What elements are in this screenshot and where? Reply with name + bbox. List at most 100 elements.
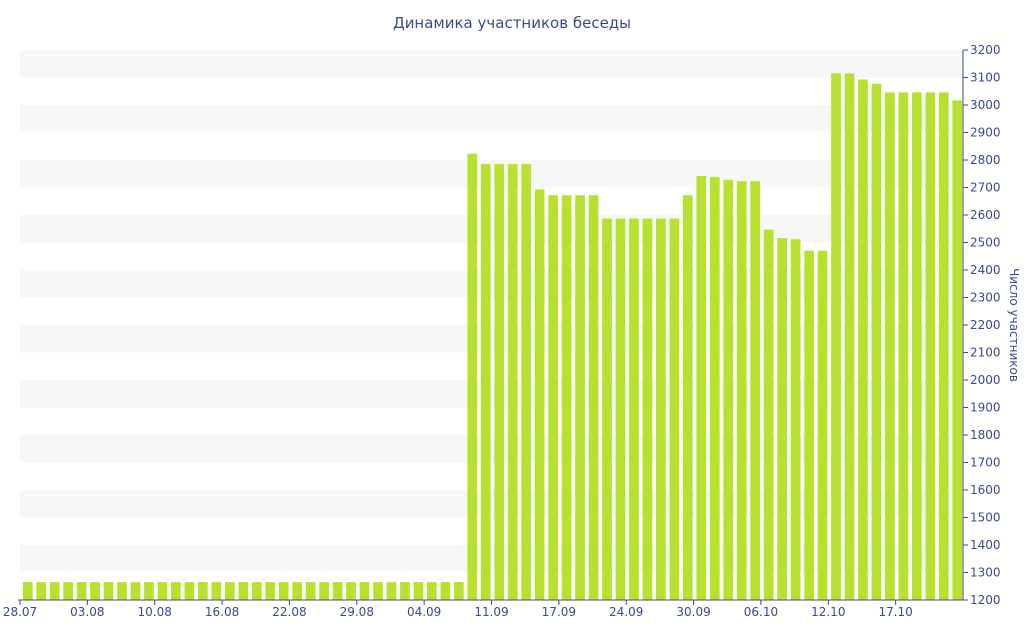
bar <box>656 218 666 600</box>
bar <box>238 582 249 600</box>
bar <box>682 195 693 600</box>
bar <box>898 92 909 600</box>
y-tick-label: 2000 <box>970 373 1001 387</box>
y-tick-label: 1300 <box>970 566 1001 580</box>
bar <box>938 92 949 600</box>
bar <box>251 582 262 600</box>
bar <box>831 73 841 600</box>
x-tick-label: 06.10 <box>744 605 778 619</box>
axes: 1200 1300 1400 1500 1600 1700 1800 1900 2000 2100… <box>3 43 1001 619</box>
grid-band <box>20 160 963 188</box>
y-tick-label: 2300 <box>970 291 1001 305</box>
bar <box>696 175 707 600</box>
bar <box>440 582 451 600</box>
bar <box>373 582 383 600</box>
bar <box>548 195 558 600</box>
x-tick-label: 22.08 <box>272 605 306 619</box>
x-tick-label: 28.07 <box>3 605 37 619</box>
bar <box>453 582 464 600</box>
y-tick-label: 2800 <box>970 153 1001 167</box>
bar <box>278 582 289 600</box>
y-tick-label: 1900 <box>970 401 1001 415</box>
bar <box>777 238 787 600</box>
y-tick-label: 2200 <box>970 318 1001 332</box>
x-tick-label: 16.08 <box>205 605 239 619</box>
bar <box>588 195 599 600</box>
y-tick-label: 3100 <box>970 71 1001 85</box>
y-tick-label: 2600 <box>970 208 1001 222</box>
x-tick-label: 29.08 <box>340 605 374 619</box>
bar <box>615 218 626 600</box>
x-tick-label: 03.08 <box>70 605 104 619</box>
bar <box>198 582 208 600</box>
bar <box>305 582 316 600</box>
y-tick-label: 1200 <box>970 593 1001 607</box>
bar <box>63 582 73 600</box>
bar <box>265 582 276 600</box>
x-tick-label: 24.09 <box>609 605 643 619</box>
bar <box>224 582 235 600</box>
bar <box>130 582 141 600</box>
bar <box>184 582 195 600</box>
bar <box>76 582 87 600</box>
x-tick-label: 10.08 <box>138 605 172 619</box>
bar <box>642 218 653 600</box>
bar <box>427 582 437 600</box>
bar <box>157 582 168 600</box>
bar <box>103 582 114 600</box>
bar <box>49 582 60 600</box>
bar <box>117 582 127 600</box>
bar <box>925 92 936 600</box>
bar <box>521 164 532 600</box>
x-tick-label: 04.09 <box>407 605 441 619</box>
bar <box>144 582 154 600</box>
bar <box>723 179 734 601</box>
grid-band <box>20 105 963 133</box>
bar <box>319 582 329 600</box>
y-tick-label: 2100 <box>970 346 1001 360</box>
y-tick-label: 2700 <box>970 181 1001 195</box>
bar <box>844 73 855 600</box>
bar <box>386 582 397 600</box>
bar <box>467 153 478 601</box>
grid-band <box>20 50 963 78</box>
y-tick-label: 2400 <box>970 263 1001 277</box>
y-tick-label: 1600 <box>970 483 1001 497</box>
y-tick-label: 3200 <box>970 43 1001 57</box>
x-tick-label: 11.09 <box>474 605 508 619</box>
bar <box>709 177 720 601</box>
x-tick-label: 12.10 <box>811 605 845 619</box>
bar <box>885 92 895 600</box>
bar <box>763 229 774 600</box>
bar <box>36 582 47 600</box>
y-tick-label: 1800 <box>970 428 1001 442</box>
bar <box>804 250 814 600</box>
bar <box>534 189 545 601</box>
x-tick-label: 17.09 <box>542 605 576 619</box>
bar <box>413 582 424 600</box>
bars <box>22 73 963 601</box>
bar <box>602 218 612 600</box>
bar <box>575 195 585 600</box>
bar <box>912 92 922 600</box>
x-tick-label: 30.09 <box>676 605 710 619</box>
bar <box>359 582 370 600</box>
bar <box>346 582 356 600</box>
y-tick-label: 1500 <box>970 511 1001 525</box>
y-tick-label: 1400 <box>970 538 1001 552</box>
chart-title: Динамика участников беседы <box>393 14 631 32</box>
x-tick-label: 17.10 <box>878 605 912 619</box>
bar <box>332 582 343 600</box>
bar <box>561 195 572 600</box>
bar <box>507 164 518 600</box>
y-tick-label: 2500 <box>970 236 1001 250</box>
bar <box>22 582 33 600</box>
bar <box>750 181 761 601</box>
bar <box>90 582 100 600</box>
y-tick-label: 2900 <box>970 126 1001 140</box>
bar <box>629 218 639 600</box>
y-tick-label: 3000 <box>970 98 1001 112</box>
bar <box>171 582 181 600</box>
bar <box>736 181 747 601</box>
